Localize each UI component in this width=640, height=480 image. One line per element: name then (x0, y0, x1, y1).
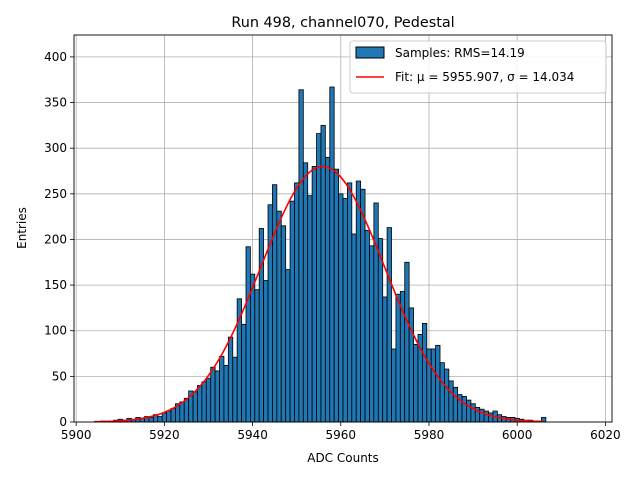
y-tick-label: 150 (44, 278, 67, 292)
histogram-bar (302, 162, 309, 423)
x-tick-label: 6000 (502, 428, 533, 442)
histogram-bar (289, 200, 295, 423)
histogram-bar (448, 380, 454, 423)
histogram-bar (311, 166, 317, 423)
histogram-bar (197, 385, 203, 423)
histogram-bar (479, 408, 485, 423)
x-axis-label: ADC Counts (307, 451, 379, 465)
histogram-bar (360, 188, 366, 423)
chart-title: Run 498, channel070, Pedestal (231, 15, 454, 31)
legend: Samples: RMS=14.19 Fit: μ = 5955.907, σ … (349, 40, 607, 94)
x-tick-label: 5920 (149, 428, 180, 442)
histogram-bar (263, 280, 269, 423)
histogram-bar (179, 401, 185, 423)
histogram-bar (157, 416, 163, 423)
histogram-bar (258, 228, 265, 423)
histogram-bar (227, 336, 234, 423)
histogram-bar (391, 348, 397, 423)
histogram-bar (444, 368, 450, 423)
histogram-bar (333, 168, 339, 423)
histogram-bar (413, 344, 419, 423)
histogram-bars (100, 86, 547, 423)
histogram-bar (386, 227, 392, 423)
histogram-bar (483, 410, 489, 423)
histogram-bar (170, 407, 176, 423)
histogram-bar (214, 370, 220, 423)
y-tick-label: 50 (52, 369, 67, 383)
histogram-bar (249, 273, 256, 423)
histogram-bar (245, 246, 251, 423)
histogram-bar (223, 365, 229, 423)
y-axis-ticks: 0 50 100 150 200 250 300 350 400 (44, 50, 74, 429)
x-tick-label: 5960 (326, 428, 357, 442)
y-tick-label: 200 (44, 232, 67, 246)
histogram-bar (267, 204, 273, 423)
legend-histogram-label: Samples: RMS=14.19 (395, 46, 525, 60)
histogram-bar (439, 362, 445, 423)
histogram-bar (316, 133, 322, 423)
histogram-bar (404, 261, 410, 423)
histogram-bar (183, 397, 190, 423)
histogram-bar (382, 296, 388, 423)
histogram-bar (192, 391, 198, 423)
histogram-bar (148, 417, 154, 423)
histogram-bar (307, 195, 313, 423)
histogram-bar (461, 396, 467, 423)
histogram-bar (351, 233, 357, 423)
histogram-bar (488, 412, 494, 423)
histogram-bar (232, 356, 238, 423)
histogram-bar (435, 344, 441, 423)
histogram-bar (377, 238, 384, 423)
x-tick-label: 5900 (61, 428, 92, 442)
histogram-bar (430, 348, 437, 423)
histogram-bar (421, 323, 428, 423)
histogram-bar (355, 180, 362, 423)
histogram-bar (276, 210, 282, 423)
y-axis-label: Entries (15, 207, 29, 249)
histogram-bar (408, 307, 414, 423)
histogram-bar (342, 197, 348, 423)
histogram-bar (294, 182, 300, 423)
histogram-bar (219, 355, 225, 423)
legend-box (349, 40, 607, 94)
gaussian-fit-curve (93, 165, 544, 423)
x-axis-ticks: 5900 5920 5940 5960 5980 6000 6020 (61, 422, 621, 442)
histogram-bar (466, 399, 472, 423)
histogram-bar (470, 403, 476, 423)
histogram-bar (364, 229, 370, 423)
histogram-bar (272, 184, 278, 423)
histogram-bar (241, 323, 247, 423)
histogram-bar (161, 412, 168, 423)
histogram-bar (254, 289, 260, 423)
histogram-bar (324, 156, 331, 423)
histogram-bar (369, 245, 375, 423)
histogram-bar (373, 202, 379, 423)
plot-frame (73, 34, 613, 423)
y-tick-label: 400 (44, 50, 67, 64)
x-tick-label: 5980 (414, 428, 445, 442)
y-tick-label: 350 (44, 96, 67, 110)
histogram-bar (298, 89, 304, 423)
legend-fit-label: Fit: μ = 5955.907, σ = 14.034 (395, 70, 574, 84)
histogram-bar (201, 381, 207, 423)
histogram-bar (329, 86, 335, 423)
histogram-bar (166, 410, 172, 423)
histogram-bar (205, 377, 212, 423)
histogram-bar (320, 124, 326, 423)
y-tick-label: 100 (44, 324, 67, 338)
histogram-bar (210, 366, 216, 423)
y-tick-label: 0 (59, 415, 67, 429)
x-tick-label: 6020 (590, 428, 621, 442)
histogram-bar (347, 182, 353, 423)
histogram-bar (338, 193, 344, 423)
histogram-bar (452, 386, 459, 423)
y-tick-label: 300 (44, 141, 67, 155)
legend-histogram-swatch (355, 46, 385, 59)
histogram-bar (285, 269, 291, 423)
x-tick-label: 5940 (237, 428, 268, 442)
histogram-bar (395, 293, 401, 423)
y-tick-label: 250 (44, 187, 67, 201)
histogram-bar (280, 225, 287, 423)
